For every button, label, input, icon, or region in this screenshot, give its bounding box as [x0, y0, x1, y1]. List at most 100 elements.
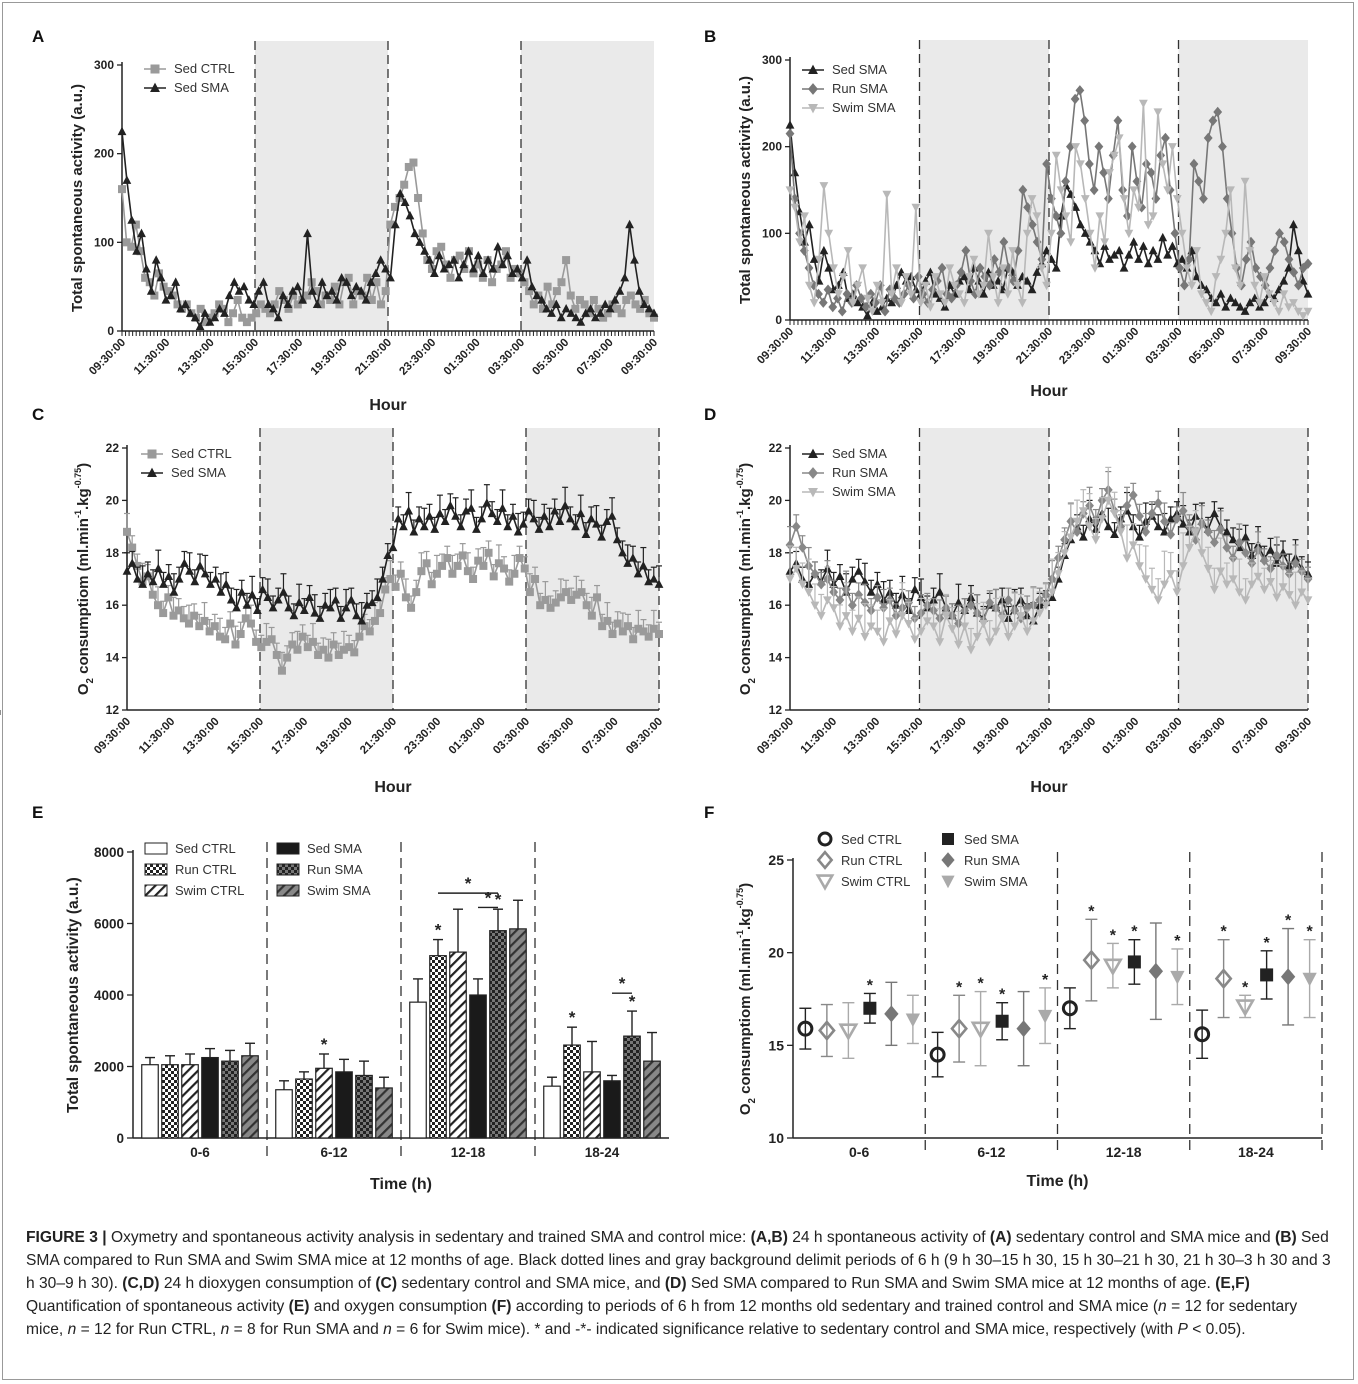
- data-point: [1216, 524, 1226, 535]
- data-point-run-ctrl: [818, 1020, 836, 1041]
- data-point: [184, 619, 193, 628]
- caption-text: 24 h spontaneous activity of: [787, 1229, 990, 1246]
- data-point: [1160, 516, 1169, 527]
- y-tick-label: 20: [768, 945, 784, 961]
- data-point: [541, 595, 550, 604]
- y-axis-label-part: O: [737, 683, 754, 695]
- data-point: [1230, 297, 1240, 307]
- data-point: [169, 611, 178, 620]
- data-point: [1177, 229, 1187, 239]
- data-point: [469, 575, 478, 583]
- y-axis-label: Total spontaneous activity (a.u.): [65, 877, 82, 1113]
- legend-marker: [941, 852, 955, 868]
- data-point: [498, 259, 508, 269]
- data-point: [935, 587, 945, 596]
- data-point: [377, 300, 386, 309]
- data-point: [1260, 273, 1269, 282]
- data-point: [215, 632, 224, 641]
- data-point: [947, 293, 956, 304]
- data-point: [376, 609, 385, 618]
- data-point: [790, 167, 800, 177]
- data-point: [185, 308, 195, 317]
- x-tick-label: 19:30:00: [309, 337, 350, 378]
- data-point: [1289, 299, 1298, 308]
- data-point: [156, 273, 166, 282]
- data-point: [979, 289, 989, 298]
- x-tick-label: 12-18: [451, 1145, 486, 1160]
- x-tick-label: 17:30:00: [264, 337, 305, 378]
- data-point: [195, 321, 205, 331]
- data-point: [586, 304, 595, 313]
- data-point: [1197, 290, 1206, 299]
- series-run-sma: [785, 470, 1313, 629]
- data-point: [607, 511, 617, 520]
- data-point: [196, 304, 205, 313]
- data-point: [264, 299, 273, 308]
- data-point: [810, 601, 820, 610]
- caption-italic: P: [1177, 1321, 1188, 1338]
- data-point: [910, 584, 920, 594]
- data-point: [1180, 280, 1189, 291]
- significance-star: *: [485, 888, 492, 907]
- data-point: [351, 281, 361, 291]
- data-point: [1027, 284, 1037, 294]
- data-point: [233, 295, 242, 304]
- data-point: [1128, 541, 1138, 550]
- data-point: [537, 295, 547, 304]
- panel-letter: A: [32, 27, 44, 46]
- data-point: [998, 264, 1008, 273]
- data-point: [484, 548, 493, 557]
- data-point: [1216, 567, 1226, 576]
- data-point: [959, 271, 969, 281]
- data-point: [1003, 290, 1013, 299]
- data-point: [148, 576, 158, 586]
- data-point: [273, 312, 283, 322]
- data-point: [1080, 195, 1090, 204]
- data-point: [804, 588, 814, 597]
- data-point: [853, 281, 863, 291]
- data-point: [252, 605, 262, 615]
- data-point: [136, 247, 145, 256]
- data-point: [548, 300, 557, 309]
- data-point: [1185, 543, 1194, 553]
- data-point: [979, 281, 989, 291]
- data-point: [1110, 529, 1119, 539]
- legend-label: Swim CTRL: [175, 883, 244, 898]
- data-point: [219, 304, 228, 313]
- series-sed-sma: [117, 126, 659, 331]
- data-point: [837, 306, 847, 317]
- y-axis-label-part: ): [737, 463, 754, 468]
- x-tick-label: 18-24: [1238, 1144, 1274, 1160]
- bar-sed-ctrl: [141, 1064, 159, 1139]
- data-point: [151, 255, 161, 264]
- data-point: [1197, 549, 1207, 558]
- data-point: [386, 220, 395, 229]
- data-point: [1075, 85, 1085, 96]
- data-point: [543, 282, 552, 291]
- series-line: [789, 103, 1309, 317]
- data-point: [649, 308, 659, 317]
- data-point: [432, 247, 441, 256]
- data-point: [1061, 212, 1071, 221]
- data-point: [339, 645, 348, 654]
- data-point: [234, 286, 244, 295]
- data-point: [128, 543, 137, 552]
- data-point: [785, 186, 795, 195]
- data-point: [999, 236, 1009, 248]
- data-point: [133, 574, 142, 583]
- x-tick-label: 11:30:00: [799, 716, 840, 757]
- data-point: [361, 295, 371, 304]
- data-point: [804, 262, 814, 274]
- data-point: [860, 597, 870, 608]
- data-point: [386, 273, 395, 282]
- data-point: [307, 286, 317, 295]
- data-point: [872, 592, 882, 603]
- data-point: [469, 269, 478, 278]
- data-point: [863, 294, 872, 304]
- legend-label: Sed SMA: [171, 465, 226, 480]
- data-point: [913, 271, 923, 282]
- legend-swatch: [276, 842, 300, 855]
- data-point-swim-sma: [905, 1013, 921, 1028]
- data-point: [401, 593, 410, 602]
- data-point: [1269, 299, 1279, 308]
